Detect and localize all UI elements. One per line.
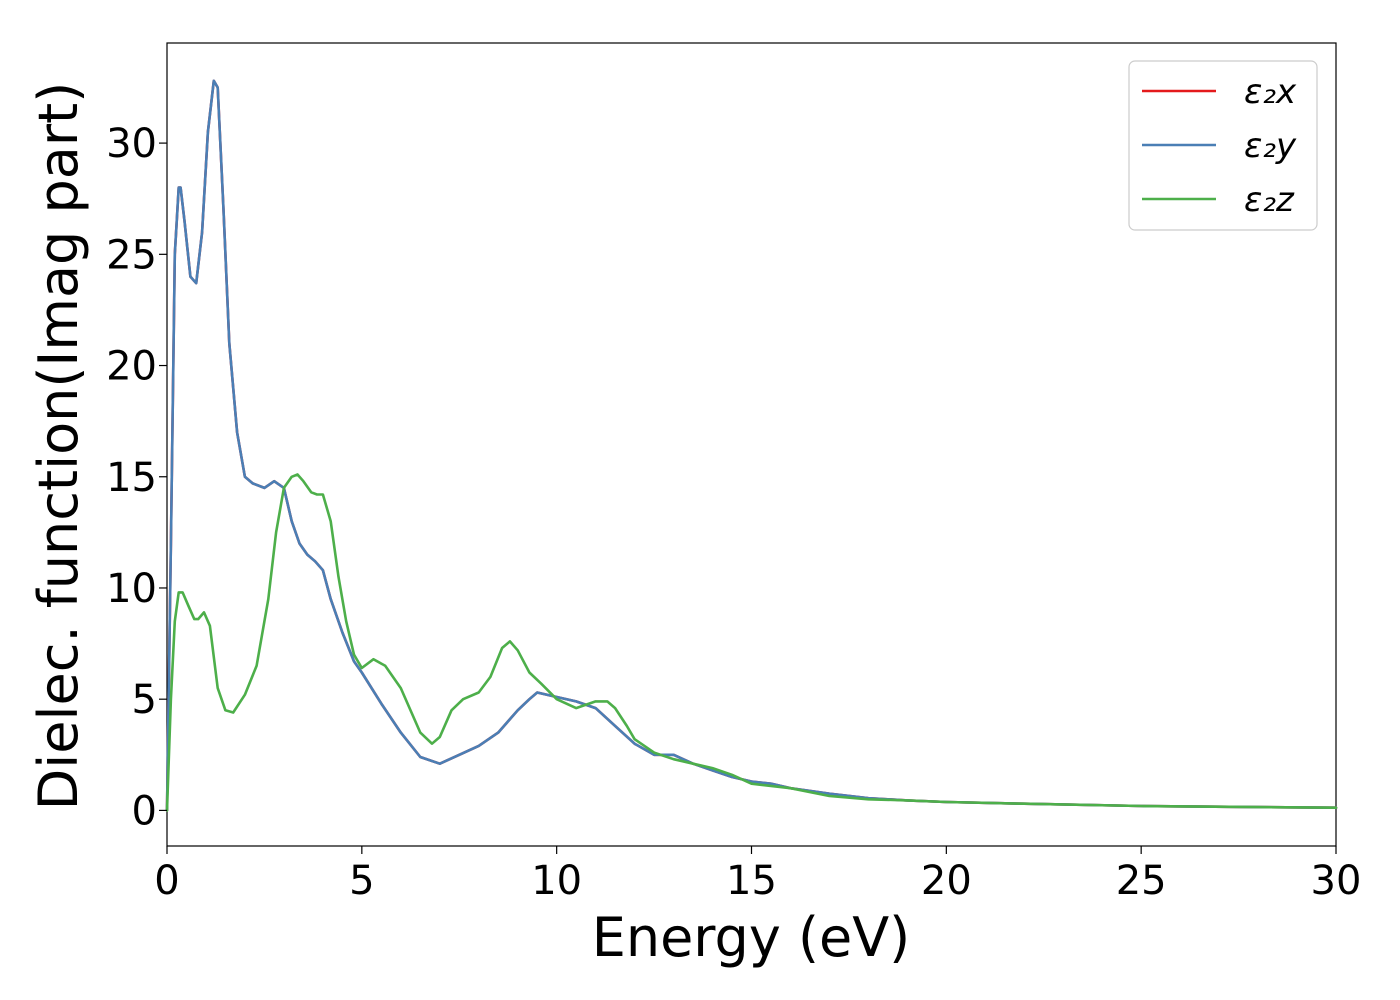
x-tick-label: 30 — [1311, 858, 1362, 904]
y-tick-label: 25 — [106, 232, 157, 278]
legend-label-1: ε₂y — [1244, 126, 1297, 166]
x-tick-label: 25 — [1116, 858, 1167, 904]
x-ticks: 0 5 10 15 20 25 30 — [154, 846, 1361, 904]
y-tick-label: 20 — [106, 344, 157, 390]
y-tick-label: 0 — [132, 788, 157, 834]
series-line-2 — [165, 473, 1338, 812]
y-ticks: 0 5 10 15 20 25 30 — [106, 121, 167, 834]
y-tick-label: 15 — [106, 455, 157, 501]
legend-box — [1128, 60, 1318, 231]
legend: ε₂x ε₂y ε₂z — [1128, 60, 1318, 231]
x-tick-label: 0 — [154, 858, 179, 904]
y-tick-label: 10 — [106, 566, 157, 612]
legend-label-2: ε₂z — [1244, 180, 1295, 220]
series-layer — [165, 79, 1338, 812]
x-axis-title: Energy (eV) — [592, 906, 911, 969]
x-tick-label: 15 — [726, 858, 777, 904]
x-tick-label: 20 — [921, 858, 972, 904]
x-tick-label: 10 — [531, 858, 582, 904]
legend-label-0: ε₂x — [1244, 72, 1297, 112]
y-axis-title: Dielec. function(Imag part) — [27, 82, 90, 811]
y-tick-label: 30 — [106, 121, 157, 167]
y-tick-label: 5 — [132, 677, 157, 723]
series-line-1 — [165, 79, 1338, 812]
x-tick-label: 5 — [349, 858, 374, 904]
